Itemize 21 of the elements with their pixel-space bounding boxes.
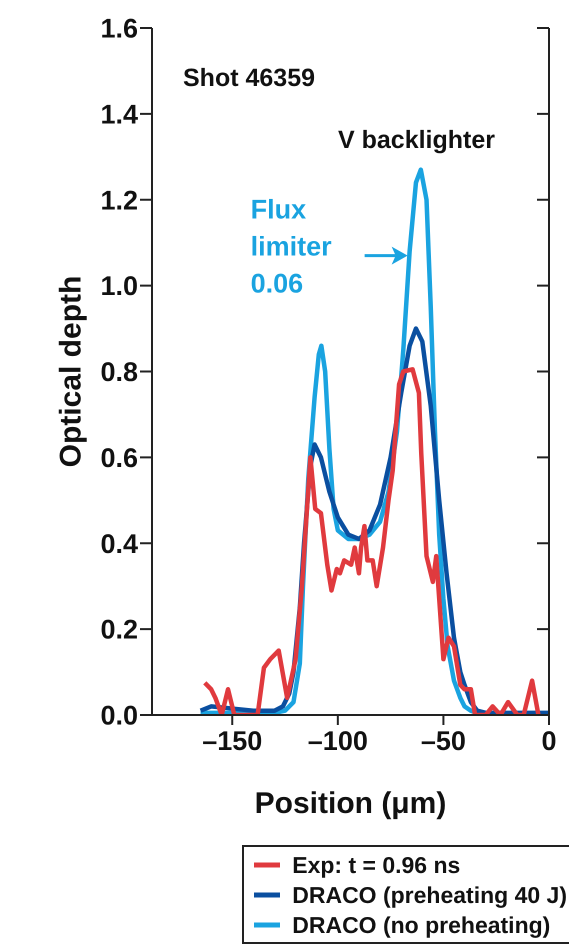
annotation: Shot 46359 (183, 64, 316, 93)
y-tick-label: 0.2 (100, 614, 138, 645)
y-tick-label: 0.6 (100, 442, 138, 473)
y-tick-label: 0.4 (100, 528, 138, 559)
x-axis-title: Position (μm) (254, 787, 446, 820)
legend-label: Exp: t = 0.96 ns (292, 852, 460, 878)
x-tick-label: –50 (420, 726, 466, 756)
x-tick-label: –150 (202, 726, 262, 756)
annotation: Flux limiter 0.06 (250, 194, 332, 299)
annotation: V backlighter (338, 126, 495, 155)
y-axis-title: Optical depth (54, 276, 88, 468)
y-tick-label: 1.0 (100, 271, 138, 302)
legend-label: DRACO (preheating 40 J) (292, 882, 567, 908)
y-tick-label: 0.0 (100, 700, 138, 731)
y-tick-label: 1.4 (100, 99, 138, 130)
y-tick-label: 0.8 (100, 357, 138, 388)
x-tick-label: 0 (541, 726, 557, 756)
y-tick-label: 1.6 (100, 14, 138, 44)
legend-label: DRACO (no preheating) (292, 912, 550, 938)
x-tick-label: –100 (308, 726, 368, 756)
y-tick-label: 1.2 (100, 185, 138, 216)
